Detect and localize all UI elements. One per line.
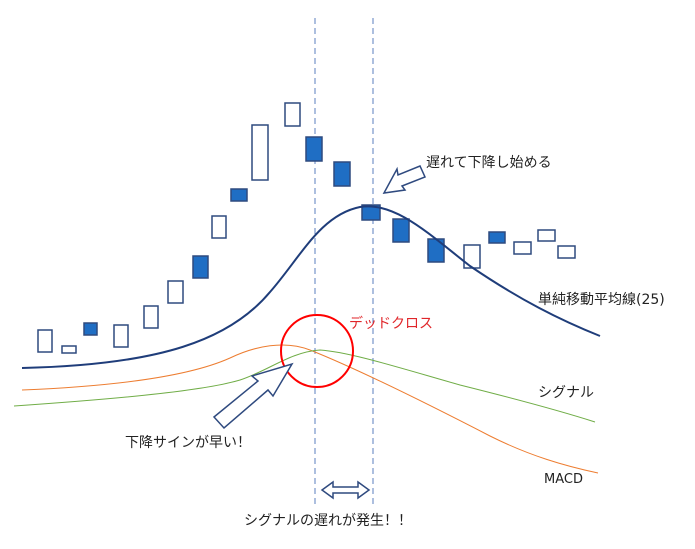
- candle-bearish: [305, 136, 323, 162]
- candle-bearish: [230, 188, 248, 202]
- candle-bullish: [61, 345, 77, 354]
- arrow-to-sma-turn: [382, 165, 427, 194]
- candle-bullish: [211, 215, 227, 239]
- sma-label: 単純移動平均線(25): [538, 292, 665, 308]
- candle-bullish: [284, 102, 301, 127]
- candle-bullish: [557, 245, 576, 259]
- signal-delay-label: シグナルの遅れが発生！！: [244, 513, 412, 529]
- candle-bearish: [488, 231, 506, 244]
- candle-bullish: [251, 124, 269, 181]
- dead-cross-label: デッドクロス: [349, 316, 433, 332]
- candle-bullish: [37, 329, 53, 353]
- dead-cross-circle: [280, 314, 354, 388]
- candlesticks: [37, 102, 576, 354]
- candle-bullish: [463, 244, 481, 269]
- candle-bullish: [113, 324, 129, 348]
- macd-line: [21, 344, 599, 474]
- signal-label: シグナル: [538, 385, 594, 401]
- lag-note-label: 遅れて下降し始める: [426, 155, 552, 171]
- candle-bullish: [537, 229, 556, 242]
- delay-double-arrow: [320, 480, 371, 500]
- candle-bearish: [333, 161, 351, 187]
- sma-line: [21, 205, 601, 369]
- signal-line: [13, 349, 596, 423]
- candle-bullish: [143, 305, 159, 329]
- arrow-to-dead-cross: [212, 362, 294, 430]
- candle-bearish: [83, 322, 98, 336]
- macd-label: MACD: [544, 472, 583, 487]
- early-sell-label: 下降サインが早い！: [125, 435, 251, 451]
- candle-bullish: [167, 280, 184, 304]
- candle-bullish: [513, 241, 532, 255]
- candle-bearish: [392, 218, 410, 243]
- candle-bearish: [192, 255, 209, 279]
- candle-bearish: [361, 204, 381, 221]
